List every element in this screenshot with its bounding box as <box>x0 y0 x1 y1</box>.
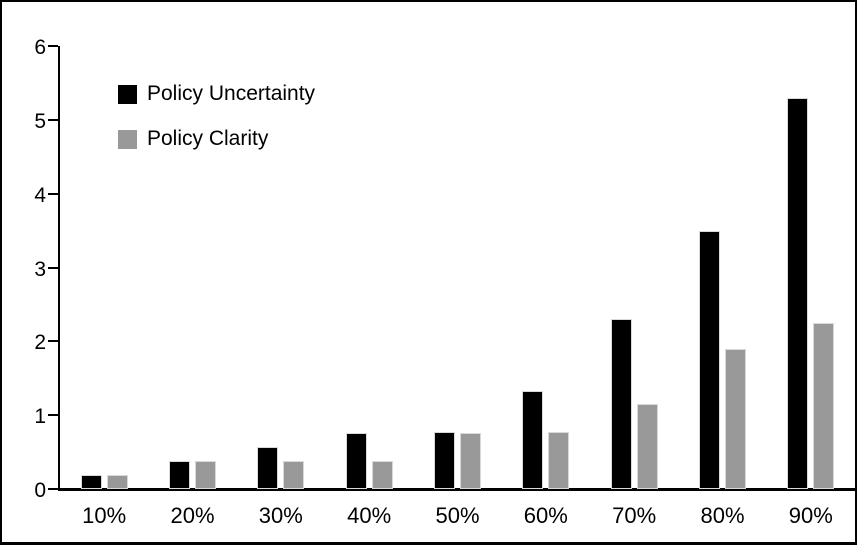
bar-policy-uncertainty-90% <box>787 98 808 489</box>
x-axis-label: 20% <box>170 503 215 528</box>
bar-policy-uncertainty-70% <box>611 319 632 489</box>
x-axis-label: 30% <box>258 503 303 528</box>
x-axis-line <box>58 488 855 491</box>
y-axis-label: 4 <box>34 183 46 207</box>
x-axis-label: 70% <box>612 503 657 528</box>
y-axis-tick <box>48 340 58 343</box>
y-axis-tick <box>48 414 58 417</box>
legend-label-policy-clarity: Policy Clarity <box>147 127 269 150</box>
y-axis-label: 1 <box>34 405 46 429</box>
bar-policy-clarity-70% <box>637 404 658 489</box>
bar-policy-uncertainty-40% <box>346 433 367 489</box>
legend-item-policy-uncertainty: Policy Uncertainty <box>118 83 315 105</box>
bar-policy-uncertainty-30% <box>257 447 278 489</box>
legend: Policy Uncertainty Policy Clarity <box>118 83 315 173</box>
y-axis-label: 6 <box>34 36 46 59</box>
bar-policy-uncertainty-20% <box>169 461 190 489</box>
legend-swatch-policy-uncertainty-icon <box>118 84 137 104</box>
legend-swatch-policy-clarity-icon <box>118 129 137 149</box>
y-axis-label: 2 <box>34 331 46 355</box>
bar-policy-clarity-20% <box>195 461 216 489</box>
y-axis-label: 5 <box>34 109 46 133</box>
bar-policy-clarity-90% <box>813 323 834 489</box>
y-axis-label: 3 <box>34 257 46 281</box>
bar-policy-uncertainty-60% <box>522 391 543 489</box>
bar-policy-clarity-50% <box>460 433 481 489</box>
x-axis-label: 80% <box>700 503 745 528</box>
y-axis-tick <box>48 45 58 47</box>
x-axis-label: 10% <box>82 503 127 528</box>
bar-policy-uncertainty-50% <box>434 432 455 489</box>
x-axis-label: 50% <box>435 503 480 528</box>
bar-policy-clarity-30% <box>283 461 304 489</box>
y-axis-label: 0 <box>34 479 46 502</box>
bar-policy-uncertainty-80% <box>699 231 720 489</box>
bar-policy-uncertainty-10% <box>81 475 102 489</box>
x-axis-label: 60% <box>523 503 568 528</box>
legend-item-policy-clarity: Policy Clarity <box>118 128 315 150</box>
y-axis-tick <box>48 192 58 195</box>
y-axis-tick <box>48 488 58 490</box>
bar-policy-clarity-40% <box>372 461 393 489</box>
x-axis-label: 40% <box>347 503 392 528</box>
x-axis-label: 90% <box>788 503 833 528</box>
y-axis-tick <box>48 118 58 121</box>
y-axis-line <box>58 46 60 491</box>
legend-label-policy-uncertainty: Policy Uncertainty <box>147 82 316 105</box>
y-axis-tick <box>48 266 58 269</box>
bar-policy-clarity-60% <box>548 432 569 489</box>
bar-policy-clarity-80% <box>725 349 746 489</box>
bar-policy-clarity-10% <box>107 475 128 489</box>
